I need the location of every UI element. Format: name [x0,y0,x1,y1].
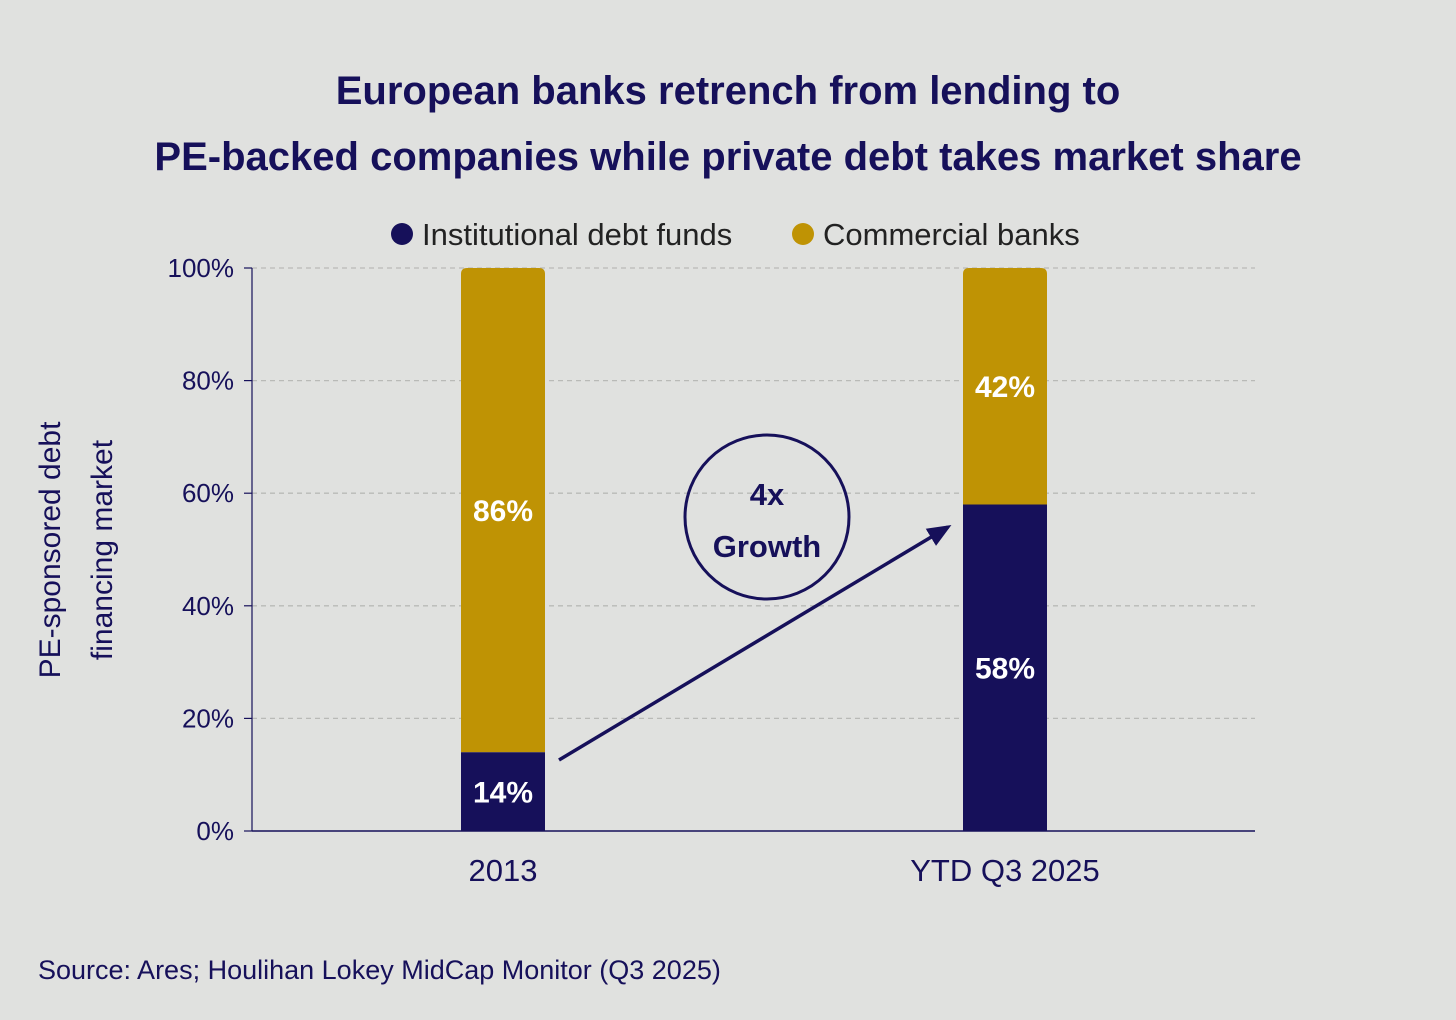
y-tick-label: 20% [182,703,234,733]
y-tick-label: 0% [196,816,234,846]
bar-segment-commercial-banks [963,268,1047,505]
y-axis-label-line: PE-sponsored debt [34,421,67,678]
chart-title-line-2: PE-backed companies while private debt t… [154,135,1302,179]
growth-arrow [558,524,952,762]
growth-annotation-circle [683,433,851,601]
y-axis-label-line: financing market [86,439,119,660]
x-tick-label: YTD Q3 2025 [910,853,1100,888]
chart-title-line-1: European banks retrench from lending to [335,69,1121,113]
data-label: 42% [975,371,1035,404]
data-label: 58% [975,653,1035,686]
y-tick-label: 80% [182,366,234,396]
x-tick-label: 2013 [469,853,538,888]
chart-title: European banks retrench from lending to … [0,58,1456,190]
bar-segment-institutional-debt-funds [461,752,545,831]
bar-segment-institutional-debt-funds [963,504,1047,831]
legend-label: Institutional debt funds [422,217,732,252]
data-label: 14% [473,777,533,810]
growth-annotation-text: Growth [713,529,822,564]
y-tick-label: 100% [168,253,235,283]
data-label: 86% [473,495,533,528]
growth-annotation-text: 4x [750,477,785,512]
y-tick-label: 60% [182,478,234,508]
bar-segment-commercial-banks [461,268,545,753]
legend-label: Commercial banks [823,217,1080,252]
source-note: Source: Ares; Houlihan Lokey MidCap Moni… [38,955,721,985]
legend-marker [792,223,814,245]
y-tick-label: 40% [182,591,234,621]
legend-marker [391,223,413,245]
